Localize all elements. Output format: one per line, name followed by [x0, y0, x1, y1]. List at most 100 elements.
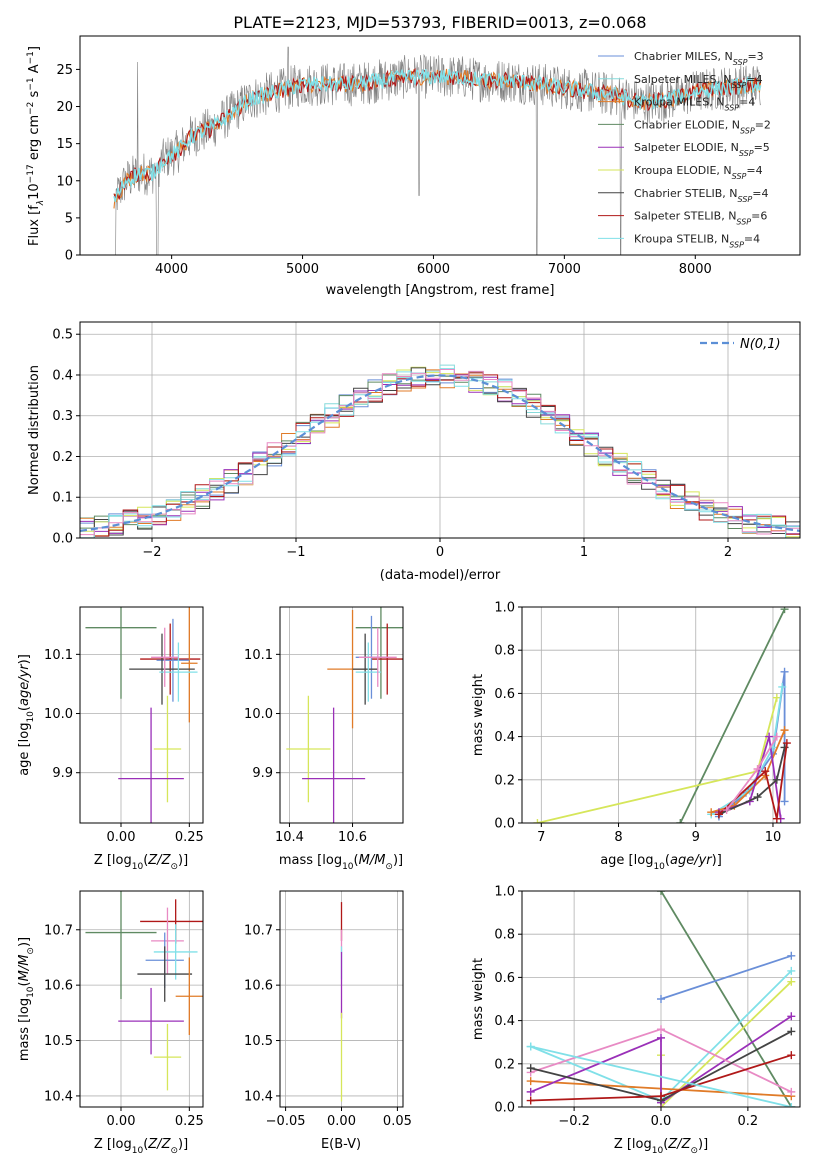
legend-count: =4: [744, 232, 760, 245]
label-part: mass [log: [17, 998, 32, 1061]
x-tick-label: 1: [580, 545, 588, 560]
label-part: λ: [36, 200, 46, 206]
x-tick-label: 7: [537, 830, 545, 845]
plot-area: [80, 364, 800, 538]
y-tick-label: 0.5: [52, 328, 73, 343]
y-axis-label: Normed distribution: [27, 365, 42, 495]
weight-marker: [657, 1025, 665, 1034]
label-part: Z [log: [94, 1137, 132, 1152]
plot-area: [85, 607, 201, 823]
weight-marker: [787, 966, 796, 975]
weight-marker: [780, 607, 789, 614]
legend-sub: SSP: [724, 103, 739, 112]
residual-histogram: [80, 369, 800, 538]
label-part: 10: [653, 862, 665, 872]
label-part: age/yr: [17, 663, 32, 706]
legend-text: Kroupa ELODIE, N: [634, 164, 732, 177]
y-tick-label: 0.2: [494, 773, 515, 788]
x-tick-label: 6000: [417, 262, 450, 277]
y-tick-label: 10.6: [244, 979, 273, 994]
weight-marker: [657, 1092, 665, 1101]
y-tick-label: 9.9: [252, 766, 273, 781]
panel-weight_vs_Z: −0.2 0.0 0.2 0.0 0.2 0.4 0.6 0.8 1.0 Z [log10(Z/Z…: [471, 885, 801, 1156]
weight-marker: [787, 951, 796, 960]
legend-entry: Kroupa STELIB, NSSP=4: [634, 232, 760, 249]
x-axis-label: wavelength [Angstrom, rest frame]: [326, 283, 555, 298]
y-tick-label: 20: [56, 100, 73, 115]
weight-marker: [533, 819, 542, 823]
axes-frame: [521, 606, 801, 824]
legend-text: Chabrier STELIB, N: [634, 187, 738, 200]
y-tick-label: 25: [56, 63, 73, 78]
weight-marker: [707, 808, 716, 817]
weight-marker: [753, 793, 762, 802]
label-part: erg cm: [27, 115, 42, 164]
label-part: (: [143, 853, 148, 868]
y-tick-label: 10.7: [44, 923, 73, 938]
label-part: M/M: [17, 955, 32, 982]
legend-sub: SSP: [736, 217, 751, 226]
y-tick-label: 10.5: [44, 1034, 73, 1049]
legend-entry: Chabrier STELIB, NSSP=4: [634, 187, 768, 204]
label-part: ⊙: [690, 1146, 698, 1156]
weight-marker: [787, 1027, 796, 1036]
axes-frame: [79, 35, 801, 256]
legend-count: =6: [751, 210, 767, 223]
label-part: age/yr: [670, 853, 713, 868]
weight-line: [710, 729, 786, 814]
weight-marker: [787, 1103, 796, 1107]
y-tick-label: 0.2: [494, 1057, 515, 1072]
label-part: −1: [26, 77, 36, 90]
x-tick-label: 4000: [155, 262, 188, 277]
y-axis-label: mass weight: [471, 674, 486, 756]
x-axis-label: (data-model)/error: [380, 568, 501, 583]
x-tick-label: 9: [692, 830, 700, 845]
label-part: age [log: [17, 723, 32, 776]
label-part: (: [17, 981, 32, 986]
label-part: M/M: [359, 853, 386, 868]
legend-entry: Salpeter MILES, NSSP=4: [634, 73, 763, 90]
weight-line: [660, 954, 792, 1000]
label-part: −2: [26, 102, 36, 115]
y-tick-label: 10.0: [244, 707, 273, 722]
legend-text: Chabrier MILES, N: [634, 50, 733, 63]
weight-marker: [787, 1051, 796, 1060]
weight-marker: [657, 1033, 665, 1042]
label-part: −1: [26, 51, 36, 64]
label-part: (: [143, 1137, 148, 1152]
label-part: )]: [712, 853, 722, 868]
label-part: )]: [698, 1137, 708, 1152]
label-part: (: [665, 853, 670, 868]
legend-normal: N(0,1): [740, 337, 781, 352]
weight-marker: [772, 732, 781, 741]
label-part: Flux [f: [27, 205, 42, 246]
label-part: A: [27, 64, 42, 77]
weight-marker: [526, 1077, 535, 1086]
y-tick-label: 10: [56, 174, 73, 189]
y-axis-label: mass weight: [471, 958, 486, 1040]
y-axis-label: age [log10(age/yr)]: [17, 654, 36, 776]
plot-area: [85, 891, 203, 1091]
weight-line: [660, 891, 793, 1107]
legend-entry: Chabrier MILES, NSSP=3: [634, 50, 764, 67]
label-part: ⊙: [385, 862, 393, 872]
weight-marker: [782, 739, 791, 748]
legend-sub: SSP: [738, 194, 753, 203]
y-tick-label: 0.6: [494, 687, 515, 702]
weight-line: [718, 742, 788, 819]
y-axis-label: mass [log10(M/M⊙)]: [17, 937, 36, 1061]
x-axis-label: Z [log10(Z/Z⊙)]: [614, 1137, 708, 1156]
legend-sub: SSP: [740, 126, 755, 135]
y-tick-label: 1.0: [494, 885, 515, 900]
weight-marker: [753, 765, 762, 773]
panel-age_vs_Z: 0.00 0.259.910.010.1Z [log10(Z/Z⊙)]age [l…: [17, 606, 204, 872]
weight-marker: [778, 682, 787, 691]
label-part: s: [27, 90, 42, 101]
weight-line: [530, 1015, 792, 1105]
legend-count: =4: [739, 96, 755, 109]
legend-text: Kroupa MILES, N: [634, 96, 724, 109]
label-part: age [log: [600, 853, 653, 868]
weight-marker: [657, 995, 665, 1003]
